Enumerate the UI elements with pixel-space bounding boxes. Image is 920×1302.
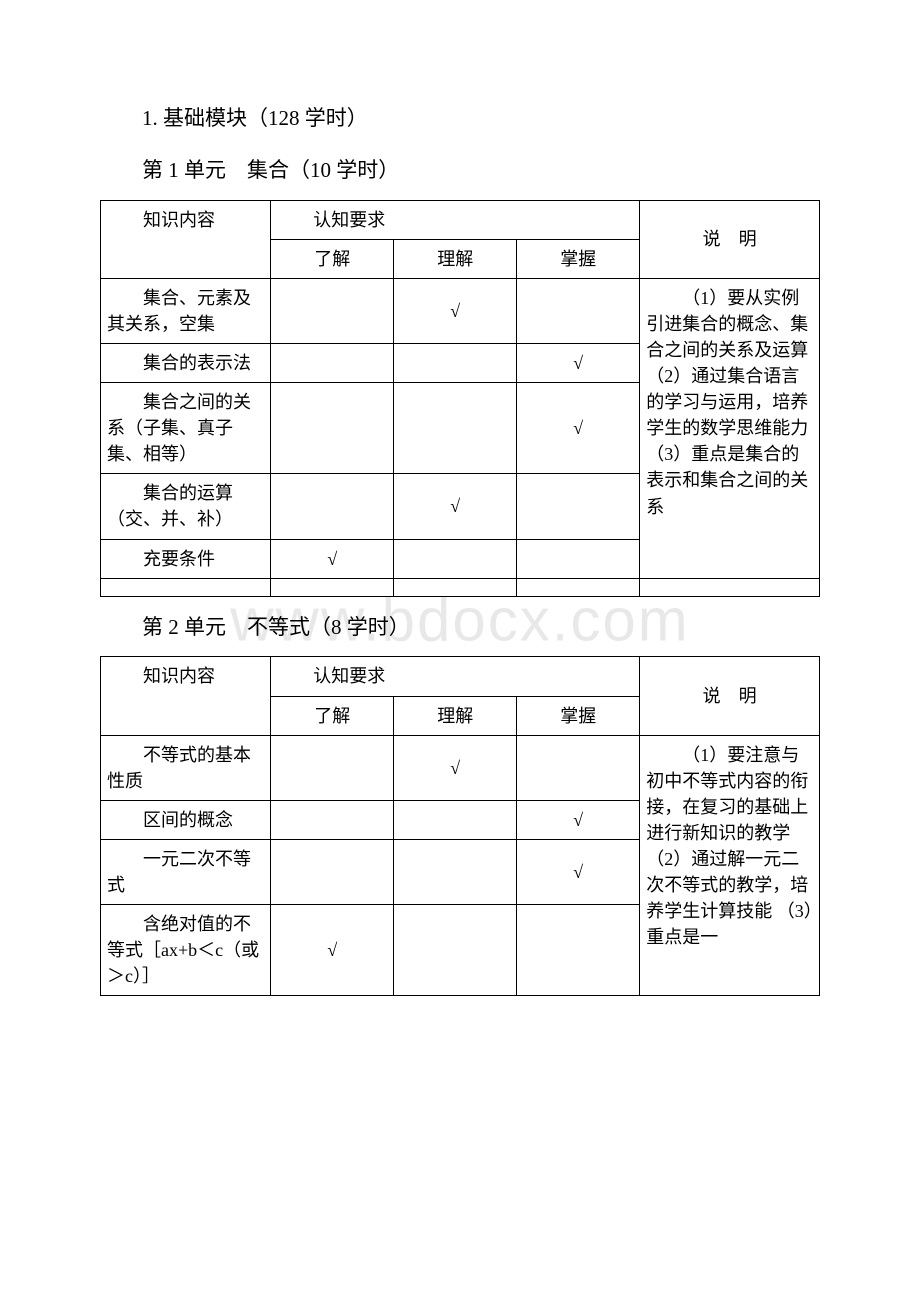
cell-mark [271,800,394,839]
cell-topic: 一元二次不等式 [101,839,271,904]
cell-topic: 集合之间的关系（子集、真子集、相等） [101,383,271,474]
cell-mark [394,539,517,578]
cell-mark: √ [271,539,394,578]
cell-mark [271,383,394,474]
header-topic: 知识内容 [101,657,271,735]
cell-topic: 不等式的基本性质 [101,735,271,800]
cell-mark [394,800,517,839]
section-heading: 1. 基础模块（128 学时） [100,100,820,138]
unit2-title: 第 2 单元 不等式（8 学时） [100,609,820,647]
cell-mark: √ [517,383,640,474]
cell-mark [271,474,394,539]
header-cognition: 认知要求 [271,200,640,239]
header-level-2: 理解 [394,696,517,735]
cell-topic: 区间的概念 [101,800,271,839]
cell-mark: √ [394,474,517,539]
header-topic: 知识内容 [101,200,271,278]
cell-note: （1）要注意与初中不等式内容的衔接，在复习的基础上进行新知识的教学 （2）通过解… [640,735,820,996]
cell-mark [271,343,394,382]
header-cognition: 认知要求 [271,657,640,696]
cell-mark: √ [517,800,640,839]
cell-mark [517,278,640,343]
cell-topic: 含绝对值的不等式［ax+b＜c（或＞c）］ [101,905,271,996]
cell-topic: 集合的表示法 [101,343,271,382]
unit1-table: 知识内容 认知要求 说 明 了解 理解 掌握 集合、元素及其关系，空集 √ （1… [100,200,820,597]
cell-mark [517,474,640,539]
header-level-1: 了解 [271,239,394,278]
cell-mark [517,905,640,996]
cell-note: （1）要从实例引进集合的概念、集合之间的关系及运算 （2）通过集合语言的学习与运… [640,278,820,578]
cell-mark: √ [517,839,640,904]
cell-mark [517,735,640,800]
table-row: 集合、元素及其关系，空集 √ （1）要从实例引进集合的概念、集合之间的关系及运算… [101,278,820,343]
cell-mark [517,539,640,578]
cell-mark [394,383,517,474]
cell-mark [271,735,394,800]
cell-topic: 集合、元素及其关系，空集 [101,278,271,343]
header-level-1: 了解 [271,696,394,735]
unit2-table: 知识内容 认知要求 说 明 了解 理解 掌握 不等式的基本性质 √ （1）要注意… [100,656,820,996]
cell-mark [394,905,517,996]
cell-mark [394,343,517,382]
cell-mark: √ [394,278,517,343]
header-level-3: 掌握 [517,239,640,278]
cell-mark: √ [271,905,394,996]
cell-topic: 充要条件 [101,539,271,578]
header-note: 说 明 [640,657,820,735]
cell-topic: 集合的运算（交、并、补） [101,474,271,539]
cell-mark [271,839,394,904]
header-level-3: 掌握 [517,696,640,735]
header-note: 说 明 [640,200,820,278]
cell-mark [271,278,394,343]
cell-mark: √ [394,735,517,800]
cell-mark: √ [517,343,640,382]
cell-mark [394,839,517,904]
table-header-row: 知识内容 认知要求 说 明 [101,200,820,239]
unit1-title: 第 1 单元 集合（10 学时） [100,152,820,190]
table-spacer-row [101,578,820,596]
document-content: 1. 基础模块（128 学时） 第 1 单元 集合（10 学时） 知识内容 认知… [100,100,820,996]
header-level-2: 理解 [394,239,517,278]
table-row: 不等式的基本性质 √ （1）要注意与初中不等式内容的衔接，在复习的基础上进行新知… [101,735,820,800]
table-header-row: 知识内容 认知要求 说 明 [101,657,820,696]
